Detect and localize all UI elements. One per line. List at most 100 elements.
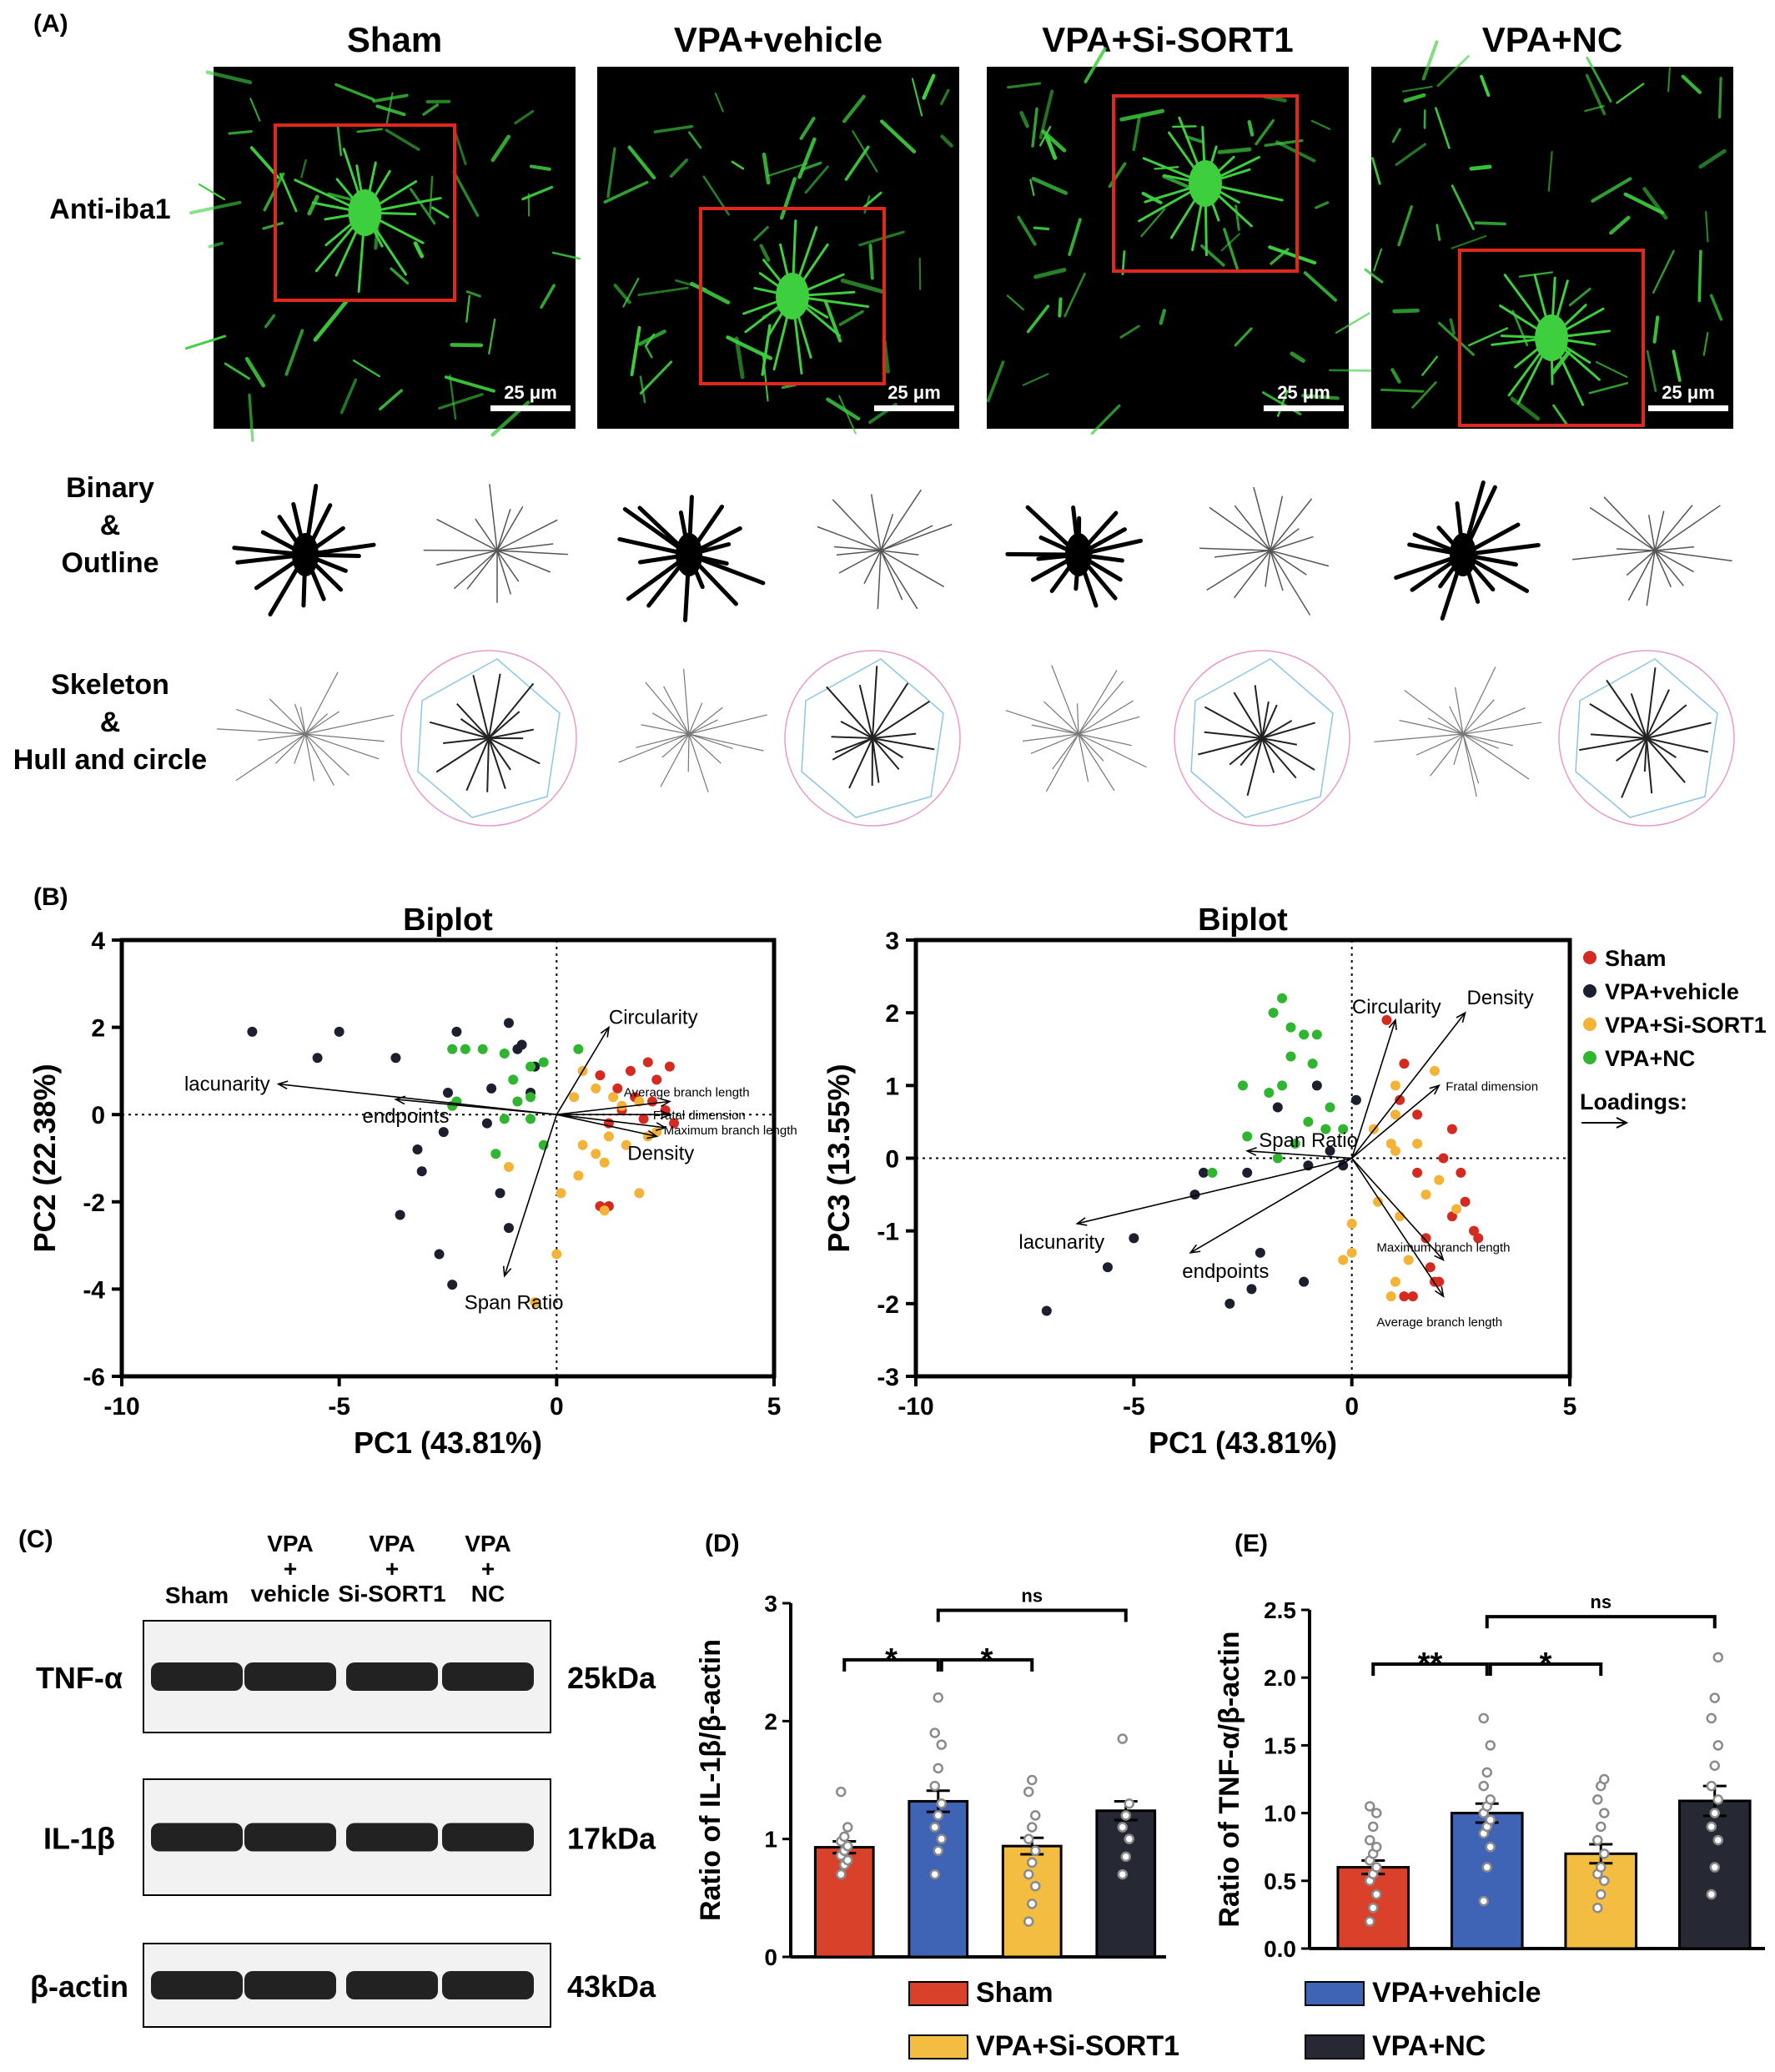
- cell-process: [653, 124, 694, 133]
- cell-process: [1185, 135, 1204, 143]
- cell-process: [1290, 351, 1305, 363]
- cell-process: [1547, 150, 1553, 192]
- outline-process: [1654, 550, 1694, 573]
- outline-process: [436, 550, 498, 566]
- skeleton-branch: [304, 733, 315, 782]
- data-point: [1399, 1059, 1410, 1069]
- zoom-box: [274, 123, 456, 302]
- band-size: 17kDa: [567, 1822, 656, 1856]
- blot-band: [346, 1823, 438, 1852]
- legend-swatch: [908, 2034, 968, 2059]
- sample-point: [1706, 1821, 1717, 1833]
- cell-process: [637, 286, 689, 297]
- cell-process: [1681, 74, 1702, 94]
- legend-label: VPA+Si-SORT1: [976, 2030, 1179, 2062]
- data-point: [1338, 1160, 1349, 1171]
- data-point: [1224, 1298, 1235, 1309]
- skeleton-branch: [1030, 733, 1079, 754]
- chart-title: Biplot: [1198, 903, 1288, 938]
- outline-process: [1626, 550, 1656, 576]
- cell-process: [1469, 164, 1492, 171]
- row-label: Outline: [61, 547, 158, 579]
- data-point: [612, 1083, 623, 1094]
- cell-process: [844, 145, 870, 181]
- loading-label: Circularity: [1352, 996, 1441, 1018]
- skeleton-branch: [688, 733, 709, 792]
- cell-process: [606, 147, 616, 199]
- skeleton-branch: [645, 681, 690, 735]
- loading-arrow: [556, 1100, 670, 1115]
- data-point: [595, 1070, 606, 1081]
- skeleton-branch: [661, 733, 690, 758]
- x-axis-label: PC1 (43.81%): [354, 1426, 542, 1460]
- legend-loading-arrowhead: [1616, 1117, 1629, 1129]
- hull-branch: [1616, 737, 1647, 762]
- cell-process: [465, 294, 470, 323]
- data-point: [1307, 1059, 1318, 1069]
- x-tick-label: 0: [550, 1393, 564, 1421]
- data-point: [551, 1249, 562, 1260]
- y-axis-label: PC2 (22.38%): [28, 1064, 62, 1252]
- outline-process: [1654, 550, 1685, 586]
- hull-branch: [1621, 737, 1647, 798]
- outline-process: [496, 543, 554, 551]
- sample-point: [1599, 1848, 1610, 1859]
- sample-point: [1709, 1862, 1720, 1873]
- outline-process: [496, 508, 511, 551]
- sample-point: [1030, 1845, 1041, 1857]
- cell-process: [1119, 108, 1164, 122]
- data-point: [1290, 1139, 1300, 1149]
- binary-body: [292, 533, 319, 576]
- data-point: [1412, 1109, 1423, 1120]
- y-axis-label: PC3 (13.55%): [822, 1064, 856, 1252]
- cell-process: [264, 314, 276, 329]
- cell-process: [1568, 287, 1591, 307]
- sample-point: [1485, 1814, 1496, 1825]
- hull-branch: [832, 737, 873, 761]
- micrograph: [987, 67, 1349, 429]
- loading-label: Maximum branch length: [664, 1124, 797, 1138]
- outline-process: [1654, 550, 1672, 588]
- data-point: [1399, 1291, 1410, 1302]
- sample-point: [1709, 1808, 1720, 1818]
- panel-label-c: (C): [18, 1526, 53, 1553]
- y-tick-label: 3: [885, 928, 899, 955]
- cell-process: [1552, 404, 1569, 426]
- hull-branch: [488, 737, 541, 765]
- sample-point: [1371, 1862, 1382, 1873]
- skeleton-branch: [1076, 703, 1079, 735]
- loading-label: Span Ratio: [1259, 1129, 1358, 1152]
- scale-bar: [1648, 405, 1728, 411]
- cell-process: [449, 374, 457, 420]
- cell-process: [228, 129, 253, 135]
- data-point: [1407, 1291, 1418, 1302]
- cell-process: [1223, 228, 1239, 270]
- cell-process: [1401, 85, 1433, 93]
- cell-process: [630, 325, 641, 376]
- hull-branch: [456, 703, 490, 739]
- skeleton-branch: [688, 702, 703, 735]
- y-tick-label: 2: [91, 1015, 105, 1043]
- cell-process: [1586, 56, 1612, 103]
- loading-arrow: [1351, 1157, 1445, 1261]
- cell-process: [372, 93, 409, 103]
- data-point: [503, 1018, 514, 1028]
- skeleton-branch: [1051, 665, 1079, 735]
- sample-point: [1485, 1740, 1496, 1751]
- loading-arrow: [556, 1114, 657, 1138]
- data-point: [499, 1114, 510, 1124]
- significance-bracket: [1371, 1662, 1489, 1676]
- loading-arrowhead: [655, 1122, 667, 1131]
- skeleton-branch: [236, 708, 306, 735]
- cell-process: [645, 333, 656, 347]
- x-tick-label: -5: [328, 1393, 350, 1421]
- data-point: [1277, 993, 1288, 1003]
- cell-process: [1717, 77, 1722, 119]
- data-point: [412, 1144, 423, 1155]
- cell-process: [1392, 308, 1420, 314]
- cell-process: [1068, 218, 1082, 256]
- cell-process: [762, 152, 771, 185]
- data-point: [1320, 1124, 1331, 1134]
- legend-label: VPA+NC: [1372, 2030, 1486, 2062]
